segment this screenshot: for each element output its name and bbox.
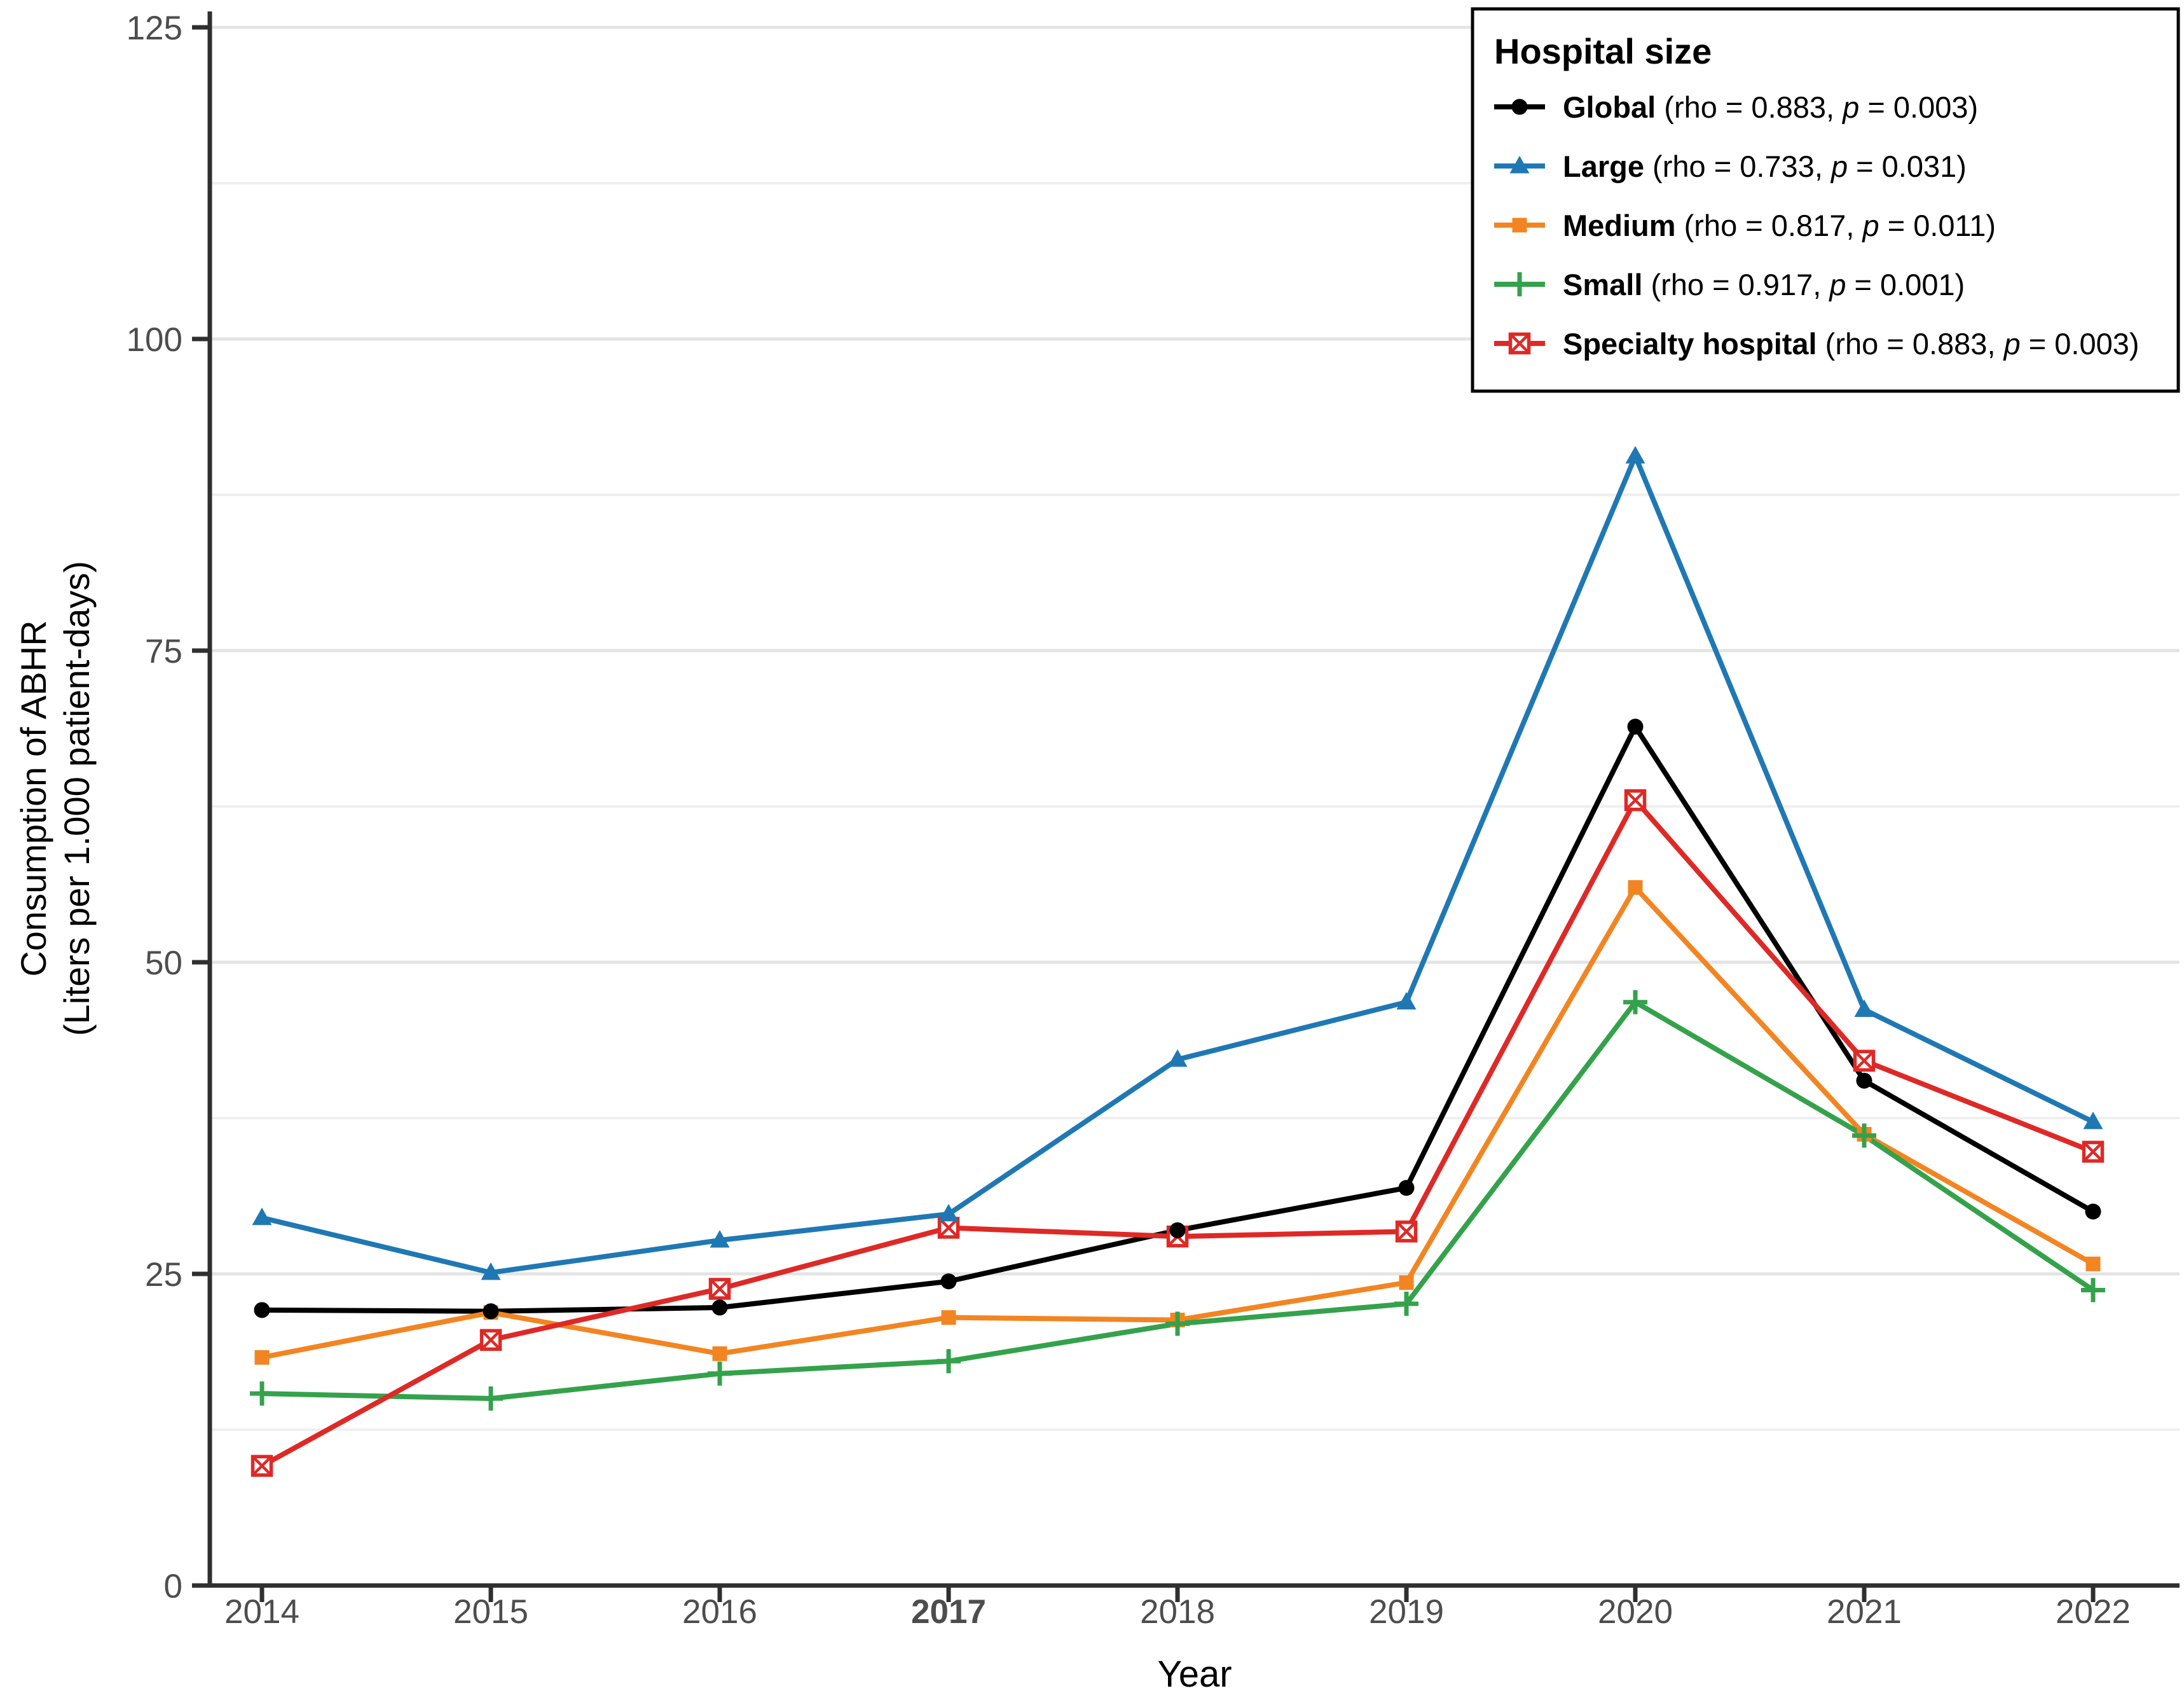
global-marker bbox=[2085, 1203, 2101, 1220]
y-tick-label: 0 bbox=[164, 1568, 182, 1605]
medium-line bbox=[261, 885, 2094, 1360]
legend-square-icon bbox=[1512, 218, 1527, 233]
large-marker bbox=[1396, 992, 1417, 1010]
large-line bbox=[261, 453, 2094, 1276]
small-marker bbox=[1623, 990, 1647, 1014]
global-marker bbox=[1856, 1072, 1872, 1089]
specialty-marker-x bbox=[1624, 790, 1646, 811]
x-tick-label: 2015 bbox=[453, 1593, 528, 1631]
global-marker bbox=[940, 1273, 957, 1290]
x-tick-label: 2016 bbox=[682, 1593, 757, 1631]
y-axis-title-line1: Consumption of ABHR bbox=[13, 620, 53, 976]
medium-marker bbox=[2085, 1256, 2101, 1271]
global-marker bbox=[254, 1302, 270, 1318]
small-marker bbox=[2081, 1278, 2105, 1303]
large-marker bbox=[1854, 999, 1874, 1017]
x-tick-label: 2018 bbox=[1140, 1593, 1215, 1631]
medium-marker bbox=[712, 1346, 727, 1361]
legend-triangle-icon bbox=[1509, 156, 1530, 174]
legend-box bbox=[1471, 7, 2180, 393]
legend-plus-icon bbox=[1508, 272, 1532, 296]
y-tick-label: 100 bbox=[127, 321, 182, 359]
small-marker bbox=[937, 1349, 961, 1374]
small-marker bbox=[250, 1381, 274, 1406]
x-tick-label: 2019 bbox=[1369, 1593, 1444, 1631]
large-marker bbox=[1167, 1049, 1188, 1067]
specialty-marker-x bbox=[938, 1217, 959, 1238]
legend-square-x-icon-x bbox=[1509, 333, 1530, 354]
small-marker bbox=[1394, 1292, 1418, 1316]
large-marker bbox=[1625, 446, 1645, 464]
y-tick-label: 50 bbox=[145, 944, 182, 982]
legend-label-medium: Medium (rho = 0.817, p = 0.011) bbox=[1563, 209, 1996, 242]
large-marker bbox=[938, 1203, 959, 1222]
large-marker bbox=[252, 1207, 272, 1226]
small-marker bbox=[1165, 1311, 1190, 1336]
large-marker bbox=[710, 1230, 730, 1248]
x-tick-label: 2017 bbox=[911, 1593, 986, 1631]
legend-label-global: Global (rho = 0.883, p = 0.003) bbox=[1563, 90, 1978, 124]
y-tick-label: 75 bbox=[145, 633, 182, 670]
x-axis-title: Year bbox=[1157, 1654, 1232, 1695]
specialty-marker-x bbox=[2082, 1141, 2104, 1163]
legend-label-small: Small (rho = 0.917, p = 0.001) bbox=[1563, 268, 1965, 301]
global-marker bbox=[1627, 719, 1644, 735]
medium-marker bbox=[1628, 880, 1643, 895]
x-tick-label: 2020 bbox=[1598, 1593, 1673, 1631]
global-marker bbox=[1398, 1180, 1415, 1196]
small-marker bbox=[479, 1386, 503, 1411]
legend-title: Hospital size bbox=[1494, 31, 1712, 71]
x-tick-label: 2014 bbox=[224, 1593, 299, 1631]
legend-label-large: Large (rho = 0.733, p = 0.031) bbox=[1563, 149, 1967, 183]
medium-marker bbox=[254, 1350, 270, 1365]
global-marker bbox=[1169, 1222, 1186, 1238]
global-marker bbox=[483, 1303, 499, 1320]
large-marker bbox=[2083, 1111, 2103, 1130]
x-tick-label: 2021 bbox=[1827, 1593, 1902, 1631]
specialty-marker-x bbox=[709, 1278, 731, 1299]
global-marker bbox=[711, 1299, 728, 1316]
medium-marker bbox=[941, 1310, 956, 1325]
specialty-marker-x bbox=[251, 1455, 273, 1476]
legend-label-specialty: Specialty hospital (rho = 0.883, p = 0.0… bbox=[1563, 327, 2139, 361]
small-marker bbox=[708, 1361, 732, 1386]
y-tick-label: 125 bbox=[127, 10, 182, 47]
specialty-marker-x bbox=[1853, 1050, 1875, 1071]
y-tick-label: 25 bbox=[145, 1256, 182, 1294]
specialty-marker-x bbox=[1396, 1221, 1417, 1242]
small-marker bbox=[1852, 1123, 1876, 1148]
large-marker bbox=[481, 1262, 501, 1280]
y-axis-title-line2: (Liters per 1.000 patient-days) bbox=[57, 561, 97, 1036]
specialty-marker-x bbox=[480, 1329, 502, 1350]
x-tick-label: 2022 bbox=[2056, 1593, 2131, 1631]
medium-marker bbox=[1399, 1275, 1414, 1290]
legend-circle-icon bbox=[1511, 99, 1528, 115]
